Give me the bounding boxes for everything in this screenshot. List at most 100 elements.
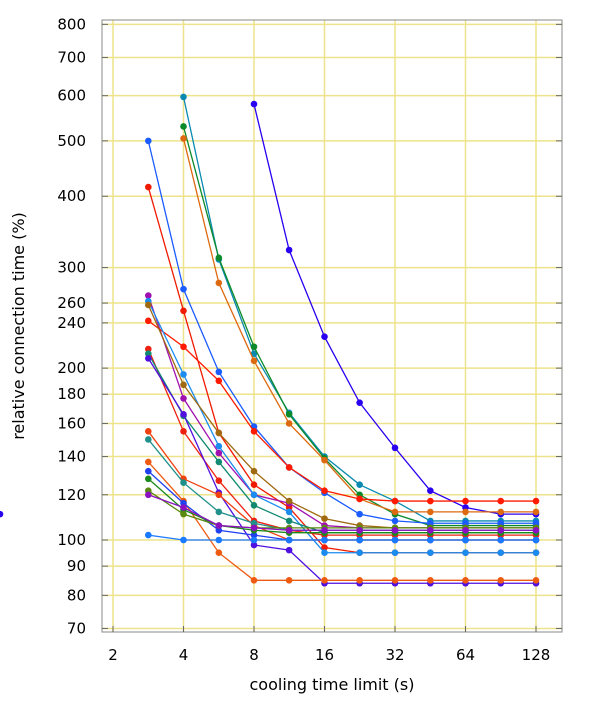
y-tick-label: 500 <box>57 132 86 150</box>
data-point <box>462 549 469 557</box>
data-point <box>180 343 187 351</box>
data-point <box>250 343 258 351</box>
data-point <box>145 531 152 539</box>
data-point <box>215 477 223 485</box>
data-point <box>391 508 399 516</box>
series-line <box>147 300 536 554</box>
data-point <box>145 436 152 443</box>
series-line <box>147 140 536 524</box>
series-line <box>147 478 536 534</box>
data-point <box>497 526 505 534</box>
data-point <box>391 444 399 452</box>
series-line <box>148 534 536 541</box>
data-point <box>532 536 540 544</box>
data-point <box>285 246 293 254</box>
data-point <box>180 428 187 435</box>
y-tick-label: 70 <box>67 619 86 637</box>
data-point <box>250 350 258 357</box>
data-point <box>497 549 505 557</box>
series-line <box>182 126 536 527</box>
data-point <box>180 285 187 293</box>
data-point <box>391 577 399 584</box>
x-tick-label: 32 <box>385 646 404 664</box>
data-point <box>321 549 328 557</box>
data-point <box>497 497 505 505</box>
data-point <box>391 497 399 505</box>
data-point <box>321 487 328 494</box>
data-point <box>215 449 223 457</box>
data-point <box>497 519 505 527</box>
data-point <box>391 526 399 534</box>
data-point <box>250 536 258 544</box>
data-point <box>285 526 293 534</box>
x-tick-label: 128 <box>522 646 551 664</box>
data-point <box>532 519 540 527</box>
x-tick-label: 64 <box>456 646 475 664</box>
data-point <box>180 504 187 511</box>
data-point <box>497 536 505 544</box>
series-line <box>147 320 536 502</box>
data-point <box>462 497 469 505</box>
data-point <box>462 508 469 516</box>
data-point <box>427 508 434 516</box>
data-point <box>532 577 540 584</box>
data-point <box>532 549 540 557</box>
data-point <box>145 301 152 309</box>
data-point <box>285 517 293 525</box>
x-tick-label: 8 <box>249 646 259 664</box>
y-tick-label: 180 <box>57 385 86 403</box>
y-tick-label: 200 <box>57 359 86 377</box>
data-point <box>321 577 328 584</box>
data-point <box>427 497 434 505</box>
series-line <box>147 295 536 529</box>
data-point <box>532 497 540 505</box>
series-line <box>147 461 536 581</box>
data-point <box>180 536 187 544</box>
data-point <box>356 495 363 503</box>
data-point <box>356 577 363 584</box>
y-tick-label: 100 <box>57 531 86 549</box>
data-point <box>285 546 293 554</box>
data-point <box>462 519 469 527</box>
data-point <box>321 515 328 522</box>
series-12 <box>145 350 540 536</box>
series-line <box>147 348 536 536</box>
data-point <box>215 279 223 287</box>
x-tick-label: 2 <box>108 646 118 664</box>
data-point <box>462 526 469 534</box>
data-point <box>215 377 223 385</box>
data-point <box>215 442 223 450</box>
series-line <box>147 358 536 584</box>
data-point <box>427 487 434 494</box>
data-point <box>180 93 187 101</box>
data-point <box>356 549 363 557</box>
x-tick-label: 4 <box>179 646 189 664</box>
data-point <box>462 536 469 544</box>
data-point <box>427 577 434 584</box>
data-point <box>356 536 363 544</box>
data-point <box>180 123 187 130</box>
data-point <box>321 333 328 341</box>
y-tick-label: 300 <box>57 259 86 277</box>
y-axis-label: relative connection time (%) <box>9 212 28 440</box>
data-point <box>145 355 152 362</box>
data-point <box>180 381 187 389</box>
data-point <box>427 526 434 534</box>
data-point <box>145 345 152 353</box>
data-point <box>145 467 152 475</box>
x-tick-label: 16 <box>315 646 334 664</box>
series-line <box>148 494 536 531</box>
data-point <box>250 519 258 527</box>
data-point <box>180 510 187 518</box>
data-point <box>180 307 187 315</box>
data-point <box>215 368 223 376</box>
data-point <box>145 428 152 435</box>
data-point <box>391 517 399 525</box>
data-point <box>462 577 469 584</box>
data-point <box>145 183 152 191</box>
data-point <box>250 541 258 549</box>
series-19 <box>145 487 540 532</box>
data-point <box>145 458 152 466</box>
x-axis-label: cooling time limit (s) <box>250 675 415 694</box>
